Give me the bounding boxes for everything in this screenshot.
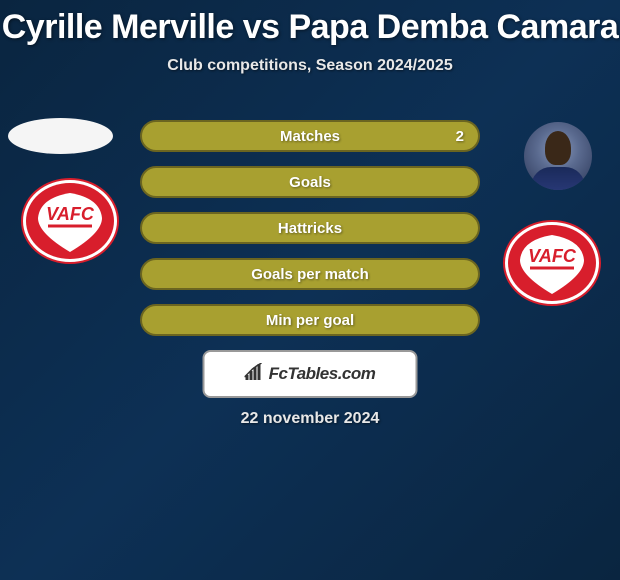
stat-label: Goals per match: [251, 266, 369, 283]
player-left-avatar: [8, 118, 113, 154]
stat-label: Min per goal: [266, 312, 354, 329]
stat-bar-min-per-goal: Min per goal: [140, 304, 480, 336]
stat-bar-goals: Goals: [140, 166, 480, 198]
vafc-badge-icon: VAFC: [502, 220, 602, 306]
stats-container: Matches 2 Goals Hattricks Goals per matc…: [140, 120, 480, 350]
stat-bar-hattricks: Hattricks: [140, 212, 480, 244]
stat-label: Matches: [280, 128, 340, 145]
stat-value-right: 2: [456, 128, 464, 145]
stat-label: Hattricks: [278, 220, 342, 237]
branding-text: FcTables.com: [269, 364, 376, 384]
player-right-avatar: [524, 122, 592, 190]
club-left-badge: VAFC: [20, 178, 120, 264]
subtitle: Club competitions, Season 2024/2025: [0, 57, 620, 75]
vafc-badge-icon: VAFC: [20, 178, 120, 264]
branding-box[interactable]: FcTables.com: [203, 350, 418, 398]
svg-text:VAFC: VAFC: [46, 204, 95, 224]
chart-icon: [245, 363, 265, 386]
stat-label: Goals: [289, 174, 331, 191]
stat-bar-matches: Matches 2: [140, 120, 480, 152]
club-right-badge: VAFC: [502, 220, 602, 306]
stat-bar-goals-per-match: Goals per match: [140, 258, 480, 290]
page-title: Cyrille Merville vs Papa Demba Camara: [0, 0, 620, 47]
date-text: 22 november 2024: [241, 410, 380, 428]
svg-text:VAFC: VAFC: [528, 246, 577, 266]
